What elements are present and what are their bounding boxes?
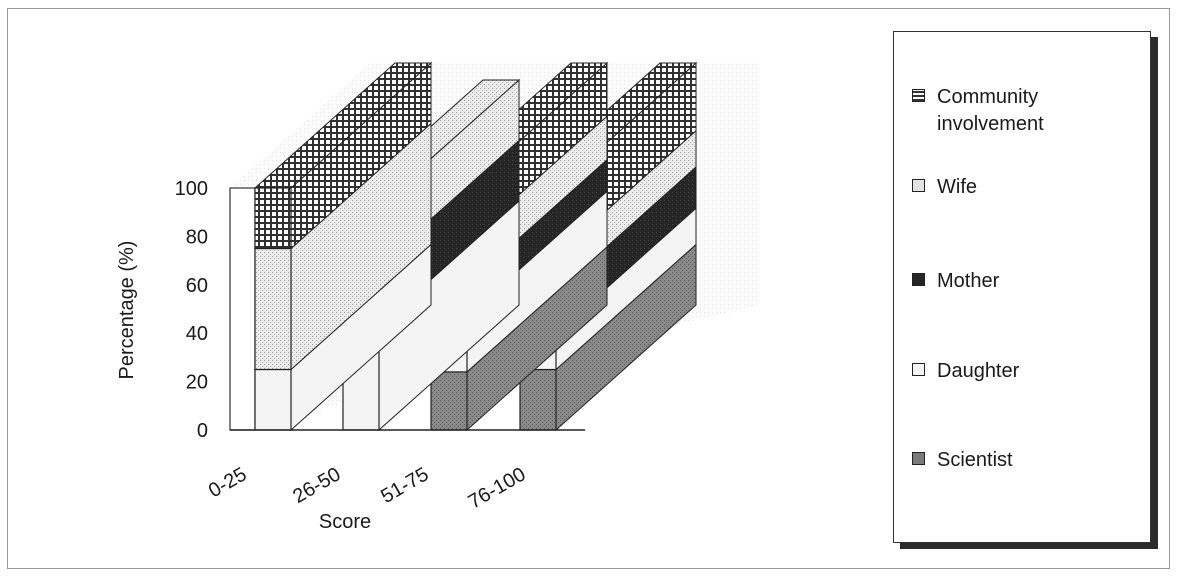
legend-item-scientist: Scientist (912, 447, 1112, 474)
legend-label-mother: Mother (937, 270, 1000, 292)
legend-swatch-daughter (912, 363, 925, 376)
bars-group (253, 61, 698, 432)
legend-swatch-mother (912, 273, 925, 286)
bar-0-25-wife (254, 247, 292, 371)
x-tick-label: 76-100 (465, 463, 530, 513)
x-tick-label: 51-75 (377, 463, 432, 508)
y-tick-label: 40 (186, 323, 208, 345)
y-tick-label: 100 (175, 178, 208, 200)
legend-label-scientist: Scientist (937, 449, 1013, 471)
x-tick-label: 26-50 (289, 463, 344, 508)
legend-item-wife: Wife (912, 174, 1112, 201)
legend: Community involvement Wife Mother Daught… (893, 31, 1151, 543)
legend-label-daughter: Daughter (937, 360, 1020, 382)
y-axis-wall (229, 187, 256, 431)
bar-group-0-25 (253, 61, 433, 432)
legend-label-wife: Wife (937, 176, 977, 198)
legend-swatch-scientist (912, 452, 925, 465)
y-tick-label: 60 (186, 275, 208, 297)
legend-swatch-wife (912, 179, 925, 192)
y-tick-label: 20 (186, 372, 208, 394)
x-tick-label: 0-25 (205, 463, 251, 502)
legend-swatch-community (912, 89, 925, 102)
bar-0-25-daughter (254, 368, 292, 431)
bar-0-25-community-involvement (254, 187, 292, 250)
y-tick-label: 80 (186, 226, 208, 248)
y-tick-label: 0 (197, 420, 208, 442)
bar-76-100-scientist (519, 368, 557, 431)
legend-item-mother: Mother (912, 268, 1112, 295)
legend-label-community: Community involvement (937, 86, 1044, 135)
y-axis-label: Percentage (%) (116, 241, 138, 380)
legend-item-daughter: Daughter (912, 358, 1112, 385)
x-axis-label: Score (319, 511, 371, 533)
legend-item-community: Community involvement (912, 84, 1112, 138)
bar-51-75-scientist (430, 371, 468, 431)
